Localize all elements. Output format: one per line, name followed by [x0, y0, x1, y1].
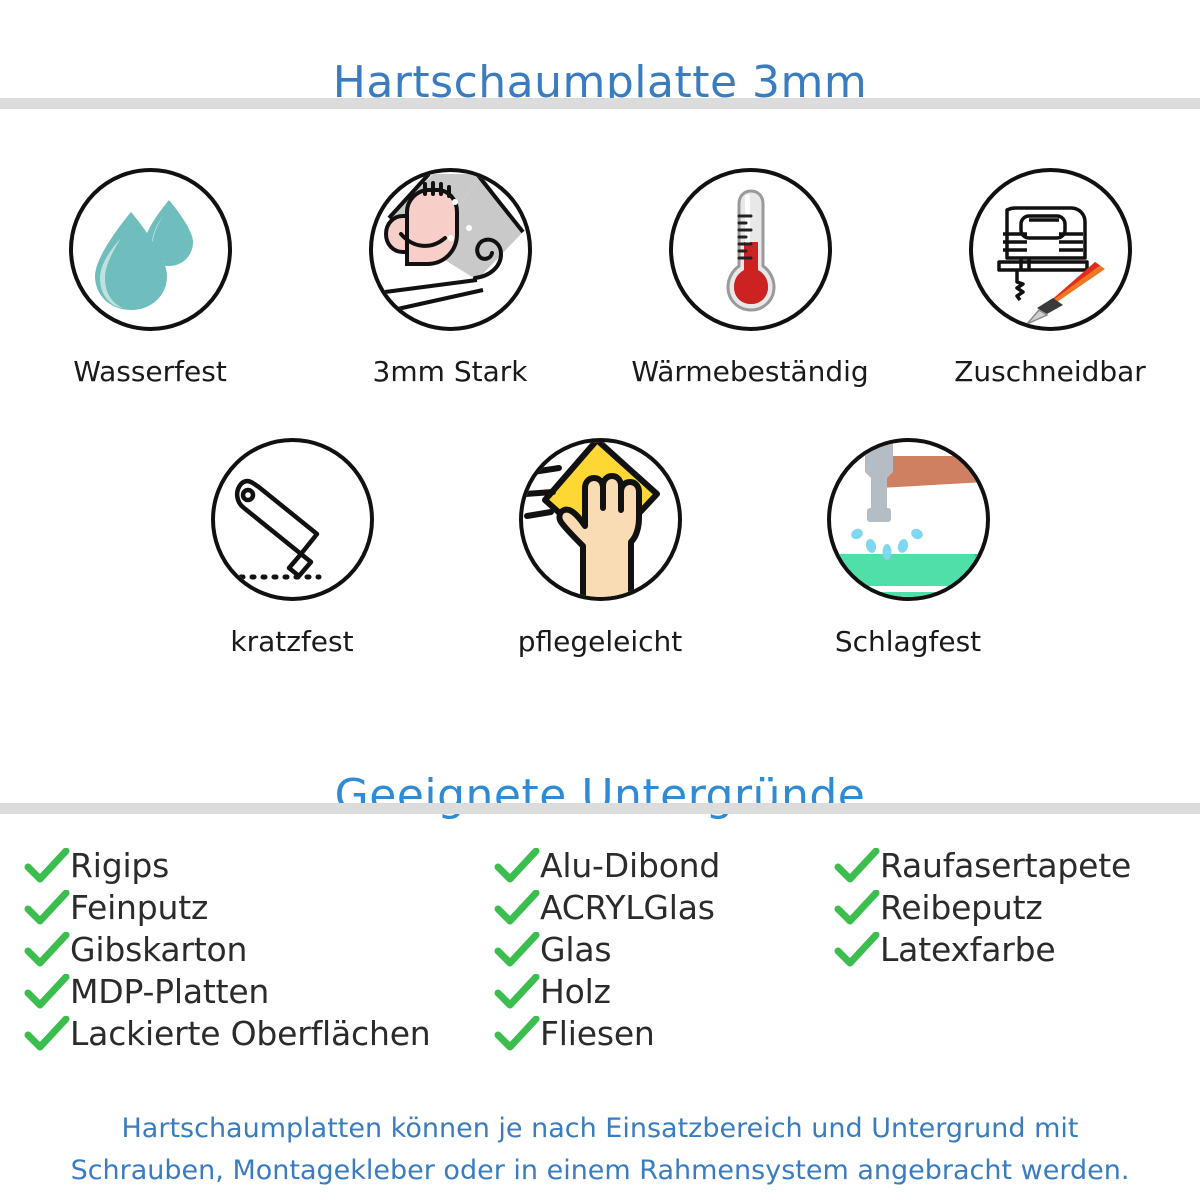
check-icon [24, 1015, 70, 1050]
list-item: MDP-Platten [24, 971, 494, 1012]
list-item-label: Gibskarton [70, 930, 248, 969]
check-icon [494, 889, 540, 924]
list-item: Raufasertapete [834, 845, 1184, 886]
feature-zuschneidbar: Zuschneidbar [900, 168, 1200, 388]
footer-note: Hartschaumplatten können je nach Einsatz… [0, 1108, 1200, 1192]
list-item-label: Fliesen [540, 1014, 655, 1053]
check-icon [494, 931, 540, 966]
thermometer-icon [668, 168, 832, 331]
list-item-label: Rigips [70, 846, 170, 885]
feature-label: Wasserfest [73, 355, 227, 388]
check-icon [494, 1015, 540, 1050]
feature-label: Zuschneidbar [954, 355, 1146, 388]
flexed-bicep-icon [368, 168, 532, 331]
check-icon [24, 931, 70, 966]
feature-label: 3mm Stark [372, 355, 528, 388]
feature-wasserfest: Wasserfest [0, 168, 300, 388]
list-item: Glas [494, 929, 834, 970]
check-icon [494, 973, 540, 1008]
list-item-label: ACRYLGlas [540, 888, 715, 927]
list-item: Reibeputz [834, 887, 1184, 928]
substrate-column-3: Raufasertapete Reibeputz Latexfarbe [834, 845, 1184, 971]
feature-row-1: Wasserfest 3mm Stark [0, 168, 1200, 388]
list-item-label: Alu-Dibond [540, 846, 721, 885]
list-item: Alu-Dibond [494, 845, 834, 886]
list-item-label: MDP-Platten [70, 972, 270, 1011]
check-icon [834, 889, 880, 924]
hand-wipe-icon [518, 438, 682, 601]
list-item: Lackierte Oberflächen [24, 1013, 494, 1054]
hammer-impact-icon [826, 438, 990, 601]
substrate-column-2: Alu-Dibond ACRYLGlas Glas Holz Fliesen [494, 845, 834, 1055]
check-icon [494, 847, 540, 882]
list-item: Gibskarton [24, 929, 494, 970]
feature-waermebestaendig: Wärmebeständig [600, 168, 900, 388]
list-item: Latexfarbe [834, 929, 1184, 970]
list-item: ACRYLGlas [494, 887, 834, 928]
water-drops-icon [68, 168, 232, 331]
feature-pflegeleicht: pflegeleicht [446, 438, 754, 658]
list-item-label: Latexfarbe [880, 930, 1056, 969]
feature-label: Wärmebeständig [631, 355, 869, 388]
check-icon [834, 931, 880, 966]
substrate-checklist: Rigips Feinputz Gibskarton MDP-Platten L… [24, 845, 1184, 1055]
check-icon [834, 847, 880, 882]
feature-schlagfest: Schlagfest [754, 438, 1062, 658]
feature-label: kratzfest [230, 625, 354, 658]
list-item-label: Raufasertapete [880, 846, 1132, 885]
list-item: Feinputz [24, 887, 494, 928]
list-item: Fliesen [494, 1013, 834, 1054]
substrate-column-1: Rigips Feinputz Gibskarton MDP-Platten L… [24, 845, 494, 1055]
list-item-label: Feinputz [70, 888, 209, 927]
jigsaw-cutter-icon [968, 168, 1132, 331]
divider-middle [0, 803, 1200, 814]
feature-label: Schlagfest [834, 625, 982, 658]
list-item-label: Glas [540, 930, 612, 969]
check-icon [24, 847, 70, 882]
feature-3mm-stark: 3mm Stark [300, 168, 600, 388]
list-item: Rigips [24, 845, 494, 886]
feature-label: pflegeleicht [517, 625, 683, 658]
footer-line-2: Schrauben, Montagekleber oder in einem R… [70, 1155, 1130, 1186]
check-icon [24, 973, 70, 1008]
divider-top [0, 98, 1200, 109]
list-item-label: Holz [540, 972, 611, 1011]
feature-row-2: kratzfest pflegeleicht [0, 438, 1200, 658]
list-item: Holz [494, 971, 834, 1012]
list-item-label: Reibeputz [880, 888, 1043, 927]
feature-kratzfest: kratzfest [138, 438, 446, 658]
list-item-label: Lackierte Oberflächen [70, 1014, 431, 1053]
check-icon [24, 889, 70, 924]
cutter-knife-icon [210, 438, 374, 601]
footer-line-1: Hartschaumplatten können je nach Einsatz… [121, 1113, 1079, 1144]
